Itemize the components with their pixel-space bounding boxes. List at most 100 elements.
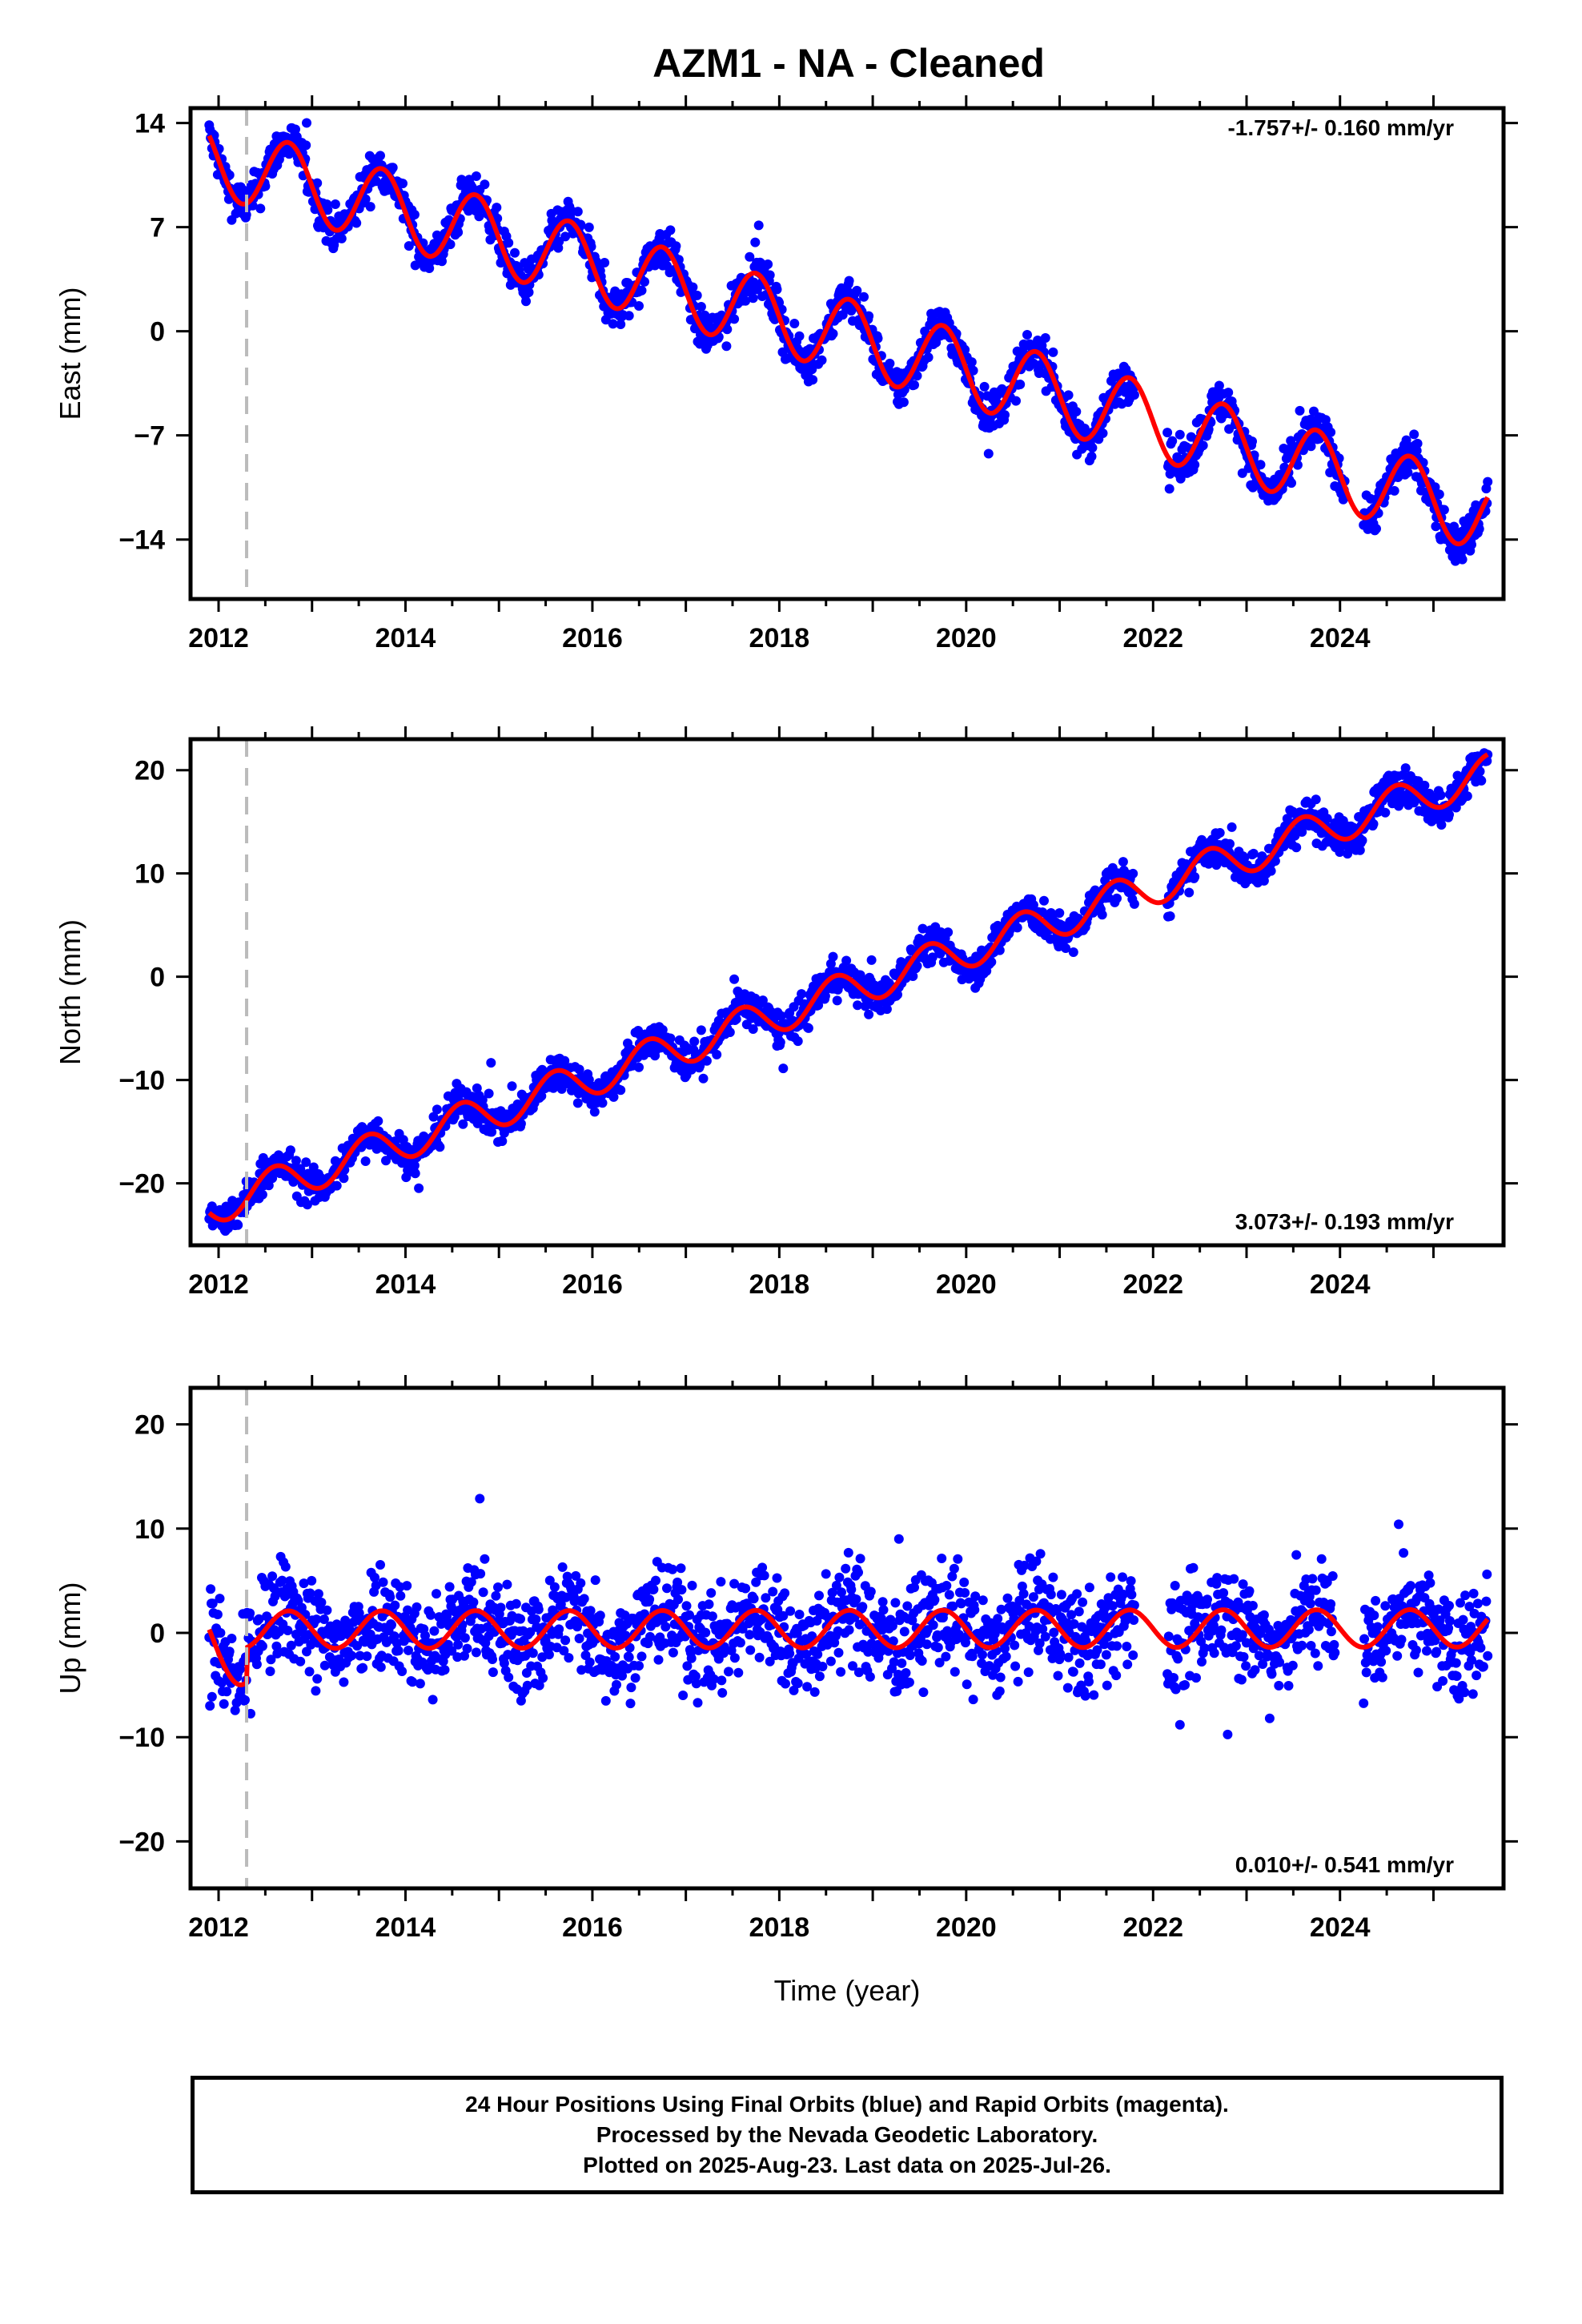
data-point xyxy=(420,1630,430,1641)
data-point xyxy=(761,1593,771,1603)
x-tick-label: 2022 xyxy=(1122,1269,1183,1300)
data-point xyxy=(409,210,420,219)
data-point xyxy=(673,1577,683,1587)
data-point xyxy=(1061,943,1071,953)
data-point xyxy=(817,1662,828,1671)
data-point xyxy=(789,1685,799,1695)
data-point xyxy=(267,1173,278,1184)
data-point xyxy=(995,1672,1006,1683)
data-point xyxy=(814,1671,825,1682)
data-point xyxy=(255,203,266,214)
data-point xyxy=(977,1659,987,1668)
data-point xyxy=(1002,1593,1013,1603)
data-point xyxy=(574,1634,584,1643)
data-point xyxy=(295,1656,306,1667)
model-curve xyxy=(207,752,1489,1223)
data-point xyxy=(492,213,503,223)
data-point xyxy=(330,199,340,209)
data-point xyxy=(1063,1652,1074,1663)
data-point xyxy=(404,241,414,251)
data-point xyxy=(1434,489,1444,500)
data-point xyxy=(729,1653,740,1663)
data-point xyxy=(803,1023,813,1033)
data-point xyxy=(1095,1659,1106,1670)
data-point xyxy=(240,1695,250,1705)
data-point xyxy=(576,1665,587,1675)
data-point xyxy=(888,1636,898,1647)
data-point xyxy=(222,1687,232,1697)
data-point xyxy=(841,1563,851,1574)
data-point xyxy=(1128,868,1138,879)
data-point xyxy=(224,1647,235,1657)
data-point xyxy=(233,1220,243,1230)
data-point xyxy=(408,1677,418,1687)
data-point xyxy=(274,1626,284,1637)
data-point xyxy=(1068,947,1078,957)
data-point xyxy=(735,1638,745,1648)
data-point xyxy=(301,140,311,151)
data-point xyxy=(1403,468,1413,477)
data-point xyxy=(1078,1597,1088,1607)
data-point xyxy=(848,1661,857,1671)
data-point xyxy=(640,276,649,287)
data-point xyxy=(373,1116,383,1126)
data-point xyxy=(1054,908,1065,919)
data-point xyxy=(1011,396,1021,406)
data-point xyxy=(802,1682,813,1692)
data-point xyxy=(1174,429,1185,440)
data-point xyxy=(1034,1638,1045,1648)
data-point xyxy=(918,1687,929,1698)
data-point xyxy=(1184,887,1195,898)
data-point xyxy=(828,328,838,339)
data-point xyxy=(748,1024,758,1034)
data-point xyxy=(1444,810,1454,820)
data-point xyxy=(813,1649,823,1659)
data-point xyxy=(339,1677,349,1687)
data-point xyxy=(215,1594,225,1604)
data-point xyxy=(881,1004,892,1015)
data-point xyxy=(912,371,922,381)
data-point xyxy=(986,957,997,967)
data-point xyxy=(994,945,1005,955)
data-point xyxy=(978,1650,987,1660)
data-point xyxy=(1068,1667,1078,1677)
data-point xyxy=(302,118,311,128)
data-point xyxy=(1112,1641,1122,1651)
data-point xyxy=(1022,330,1032,340)
data-point xyxy=(665,225,676,235)
data-point xyxy=(471,171,481,181)
data-point xyxy=(1419,780,1430,790)
data-point xyxy=(212,1610,223,1619)
data-point xyxy=(432,1104,442,1115)
data-point xyxy=(1306,441,1316,452)
data-point xyxy=(801,1649,812,1659)
data-point xyxy=(778,1610,789,1621)
data-point xyxy=(319,1660,330,1671)
data-point xyxy=(480,179,490,190)
data-point xyxy=(1081,1636,1091,1647)
data-point xyxy=(1225,838,1235,849)
data-point xyxy=(731,1014,741,1024)
data-point xyxy=(877,1597,888,1607)
data-point xyxy=(1049,1627,1059,1638)
data-point xyxy=(765,1656,775,1667)
y-tick-label: 20 xyxy=(135,756,165,786)
data-point xyxy=(1368,818,1379,829)
x-tick-label: 2012 xyxy=(188,623,249,653)
data-point xyxy=(948,1601,958,1611)
data-point xyxy=(712,1049,722,1059)
data-point xyxy=(504,1672,514,1683)
data-point xyxy=(759,1570,769,1581)
plot-frame xyxy=(188,737,1506,1248)
panel-2: 2012 2014 2016 2018 2020 2022 202420100−10−20U… xyxy=(54,1375,1518,2007)
data-point xyxy=(1086,452,1097,461)
data-point xyxy=(864,1009,874,1019)
data-point xyxy=(1436,820,1447,830)
data-point xyxy=(207,1598,218,1609)
data-point xyxy=(351,218,362,228)
data-point xyxy=(709,1674,719,1684)
rate-label: 3.073+/- 0.193 mm/yr xyxy=(1235,1209,1454,1234)
data-point xyxy=(893,990,902,999)
data-point xyxy=(722,324,733,335)
data-point xyxy=(729,314,740,324)
